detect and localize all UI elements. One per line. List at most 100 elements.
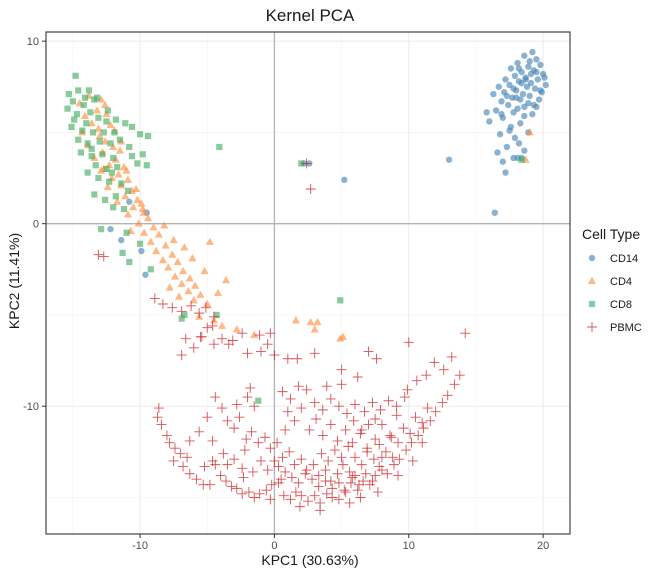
data-point xyxy=(425,415,436,426)
series-cd14 xyxy=(107,48,550,278)
data-point xyxy=(262,465,273,476)
data-point xyxy=(73,111,81,118)
data-point xyxy=(327,483,338,494)
data-point xyxy=(503,143,511,151)
data-point xyxy=(143,162,150,169)
data-point xyxy=(84,140,91,147)
data-point xyxy=(139,208,149,216)
data-point xyxy=(93,249,104,260)
data-point xyxy=(289,415,300,426)
data-point xyxy=(511,134,519,142)
data-point xyxy=(510,109,517,116)
data-point xyxy=(417,437,428,448)
data-point xyxy=(282,406,293,417)
data-point xyxy=(160,221,169,229)
data-point xyxy=(313,470,324,481)
data-point xyxy=(525,128,534,136)
data-point xyxy=(103,182,112,191)
data-point xyxy=(75,136,82,143)
data-point xyxy=(104,107,111,114)
data-point xyxy=(305,183,316,194)
data-point xyxy=(332,435,343,446)
data-point xyxy=(114,163,121,171)
data-point xyxy=(215,470,226,481)
data-point xyxy=(180,243,189,251)
data-point xyxy=(93,94,101,101)
data-point xyxy=(222,459,233,470)
data-point xyxy=(300,468,311,479)
data-point xyxy=(161,241,170,249)
data-point xyxy=(309,348,320,359)
data-point xyxy=(454,370,465,381)
data-point xyxy=(169,235,178,244)
data-point xyxy=(356,459,367,470)
data-point xyxy=(503,92,511,100)
data-point xyxy=(92,106,102,114)
data-point xyxy=(195,331,206,342)
data-point xyxy=(535,96,543,103)
data-point xyxy=(510,85,517,92)
data-point xyxy=(387,452,398,463)
data-point xyxy=(239,445,250,456)
data-point xyxy=(102,196,109,204)
data-point xyxy=(144,213,153,222)
data-point xyxy=(136,131,144,138)
data-point xyxy=(382,468,393,479)
data-point xyxy=(196,290,205,298)
legend-label-pbmc: PBMC xyxy=(610,322,642,334)
data-point xyxy=(210,392,221,403)
data-point xyxy=(374,439,385,450)
data-point xyxy=(149,223,158,231)
data-point xyxy=(221,275,231,284)
data-point xyxy=(145,132,152,140)
data-point xyxy=(422,403,433,414)
data-point xyxy=(460,328,471,339)
y-tick-label: 0 xyxy=(33,219,39,231)
data-point xyxy=(208,339,219,350)
data-point xyxy=(282,353,293,364)
data-point xyxy=(88,145,95,152)
data-point xyxy=(94,124,103,132)
data-point xyxy=(514,59,521,67)
data-point xyxy=(388,459,399,470)
data-point xyxy=(149,293,160,304)
data-point xyxy=(291,316,300,324)
data-point xyxy=(336,379,347,390)
data-point xyxy=(418,423,429,434)
data-point xyxy=(537,87,544,94)
data-point xyxy=(95,114,102,121)
data-point xyxy=(237,328,248,339)
x-axis-label: KPC1 (30.63%) xyxy=(261,552,358,568)
data-point xyxy=(255,346,266,357)
data-point xyxy=(84,169,91,176)
data-point xyxy=(350,452,361,463)
data-point xyxy=(304,424,315,435)
data-point xyxy=(336,452,347,463)
data-point xyxy=(238,472,249,483)
data-point xyxy=(217,321,227,329)
data-point xyxy=(511,72,519,80)
data-point xyxy=(368,454,379,465)
data-point xyxy=(449,379,460,390)
data-point xyxy=(398,423,409,434)
data-point xyxy=(446,351,457,362)
data-point xyxy=(147,266,154,273)
data-point xyxy=(338,332,348,340)
data-point xyxy=(89,129,97,136)
data-point xyxy=(80,111,90,119)
data-point xyxy=(523,83,531,90)
data-point xyxy=(246,426,257,437)
data-point xyxy=(200,266,209,275)
data-point xyxy=(399,392,410,403)
data-point xyxy=(139,151,146,158)
data-point xyxy=(75,87,82,94)
data-point xyxy=(506,127,513,134)
data-point xyxy=(340,424,351,435)
data-point xyxy=(101,137,110,145)
data-point xyxy=(178,461,189,472)
data-point xyxy=(213,311,220,319)
data-point xyxy=(278,490,289,501)
data-point xyxy=(146,237,155,245)
data-point xyxy=(266,479,277,490)
data-point xyxy=(265,443,276,454)
